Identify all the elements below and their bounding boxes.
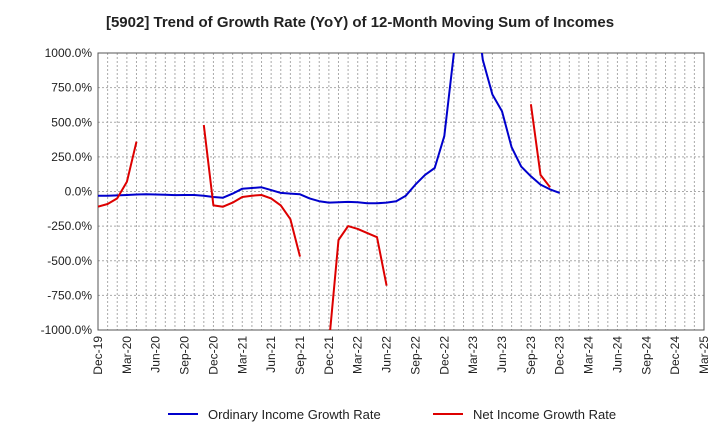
x-tick-label: Mar-23 bbox=[466, 336, 480, 374]
x-tick-label: Mar-20 bbox=[120, 336, 134, 374]
x-tick-label: Mar-22 bbox=[351, 336, 365, 374]
x-tick-label: Jun-21 bbox=[264, 336, 278, 373]
x-tick-label: Dec-19 bbox=[91, 336, 105, 375]
x-tick-label: Jun-24 bbox=[610, 336, 624, 373]
x-tick-label: Dec-23 bbox=[553, 336, 567, 375]
series-line-segment bbox=[329, 225, 388, 330]
y-tick-label: 1000.0% bbox=[45, 46, 93, 60]
x-tick-label: Sep-20 bbox=[178, 336, 192, 375]
y-tick-label: -750.0% bbox=[47, 288, 92, 302]
y-tick-label: 500.0% bbox=[51, 115, 92, 129]
grid-lines bbox=[98, 53, 704, 330]
x-tick-label: Sep-23 bbox=[524, 336, 538, 375]
series-net-income bbox=[98, 104, 551, 330]
x-tick-label: Mar-21 bbox=[235, 336, 249, 374]
legend-label: Ordinary Income Growth Rate bbox=[208, 407, 381, 422]
series-line-segment bbox=[202, 124, 301, 257]
y-tick-label: -500.0% bbox=[47, 254, 92, 268]
x-tick-label: Sep-21 bbox=[293, 336, 307, 375]
x-tick-label: Mar-25 bbox=[697, 336, 711, 374]
plot-frame bbox=[97, 52, 705, 331]
x-tick-label: Dec-24 bbox=[668, 336, 682, 375]
x-tick-label: Mar-24 bbox=[582, 336, 596, 374]
x-tick-label: Dec-21 bbox=[322, 336, 336, 375]
x-tick-label: Dec-22 bbox=[437, 336, 451, 375]
legend: Ordinary Income Growth Rate Net Income Gr… bbox=[168, 407, 616, 422]
y-tick-label: 250.0% bbox=[51, 150, 92, 164]
y-tick-label: -250.0% bbox=[47, 219, 92, 233]
y-axis-tick-labels: 1000.0% 750.0% 500.0% 250.0% 0.0% -250.0% -500… bbox=[41, 46, 93, 337]
x-tick-label: Sep-24 bbox=[639, 336, 653, 375]
y-tick-label: -1000.0% bbox=[41, 323, 93, 337]
y-tick-label: 0.0% bbox=[65, 185, 93, 199]
y-tick-label: 750.0% bbox=[51, 81, 92, 95]
x-axis-tick-labels: Dec-19 Mar-20 Jun-20 Sep-20 Dec-20 Mar-21 Jun-… bbox=[91, 336, 711, 375]
series-line-segment bbox=[98, 53, 561, 205]
x-tick-label: Sep-22 bbox=[408, 336, 422, 375]
x-tick-label: Jun-20 bbox=[149, 336, 163, 373]
series-layer bbox=[98, 53, 561, 330]
series-line-segment bbox=[98, 141, 138, 208]
chart-title: [5902] Trend of Growth Rate (YoY) of 12-… bbox=[106, 14, 614, 31]
x-tick-label: Jun-23 bbox=[495, 336, 509, 373]
series-line-segment bbox=[529, 104, 551, 188]
series-ordinary-income bbox=[98, 53, 561, 205]
x-tick-label: Jun-22 bbox=[380, 336, 394, 373]
x-tick-label: Dec-20 bbox=[206, 336, 220, 375]
legend-label: Net Income Growth Rate bbox=[473, 407, 616, 422]
